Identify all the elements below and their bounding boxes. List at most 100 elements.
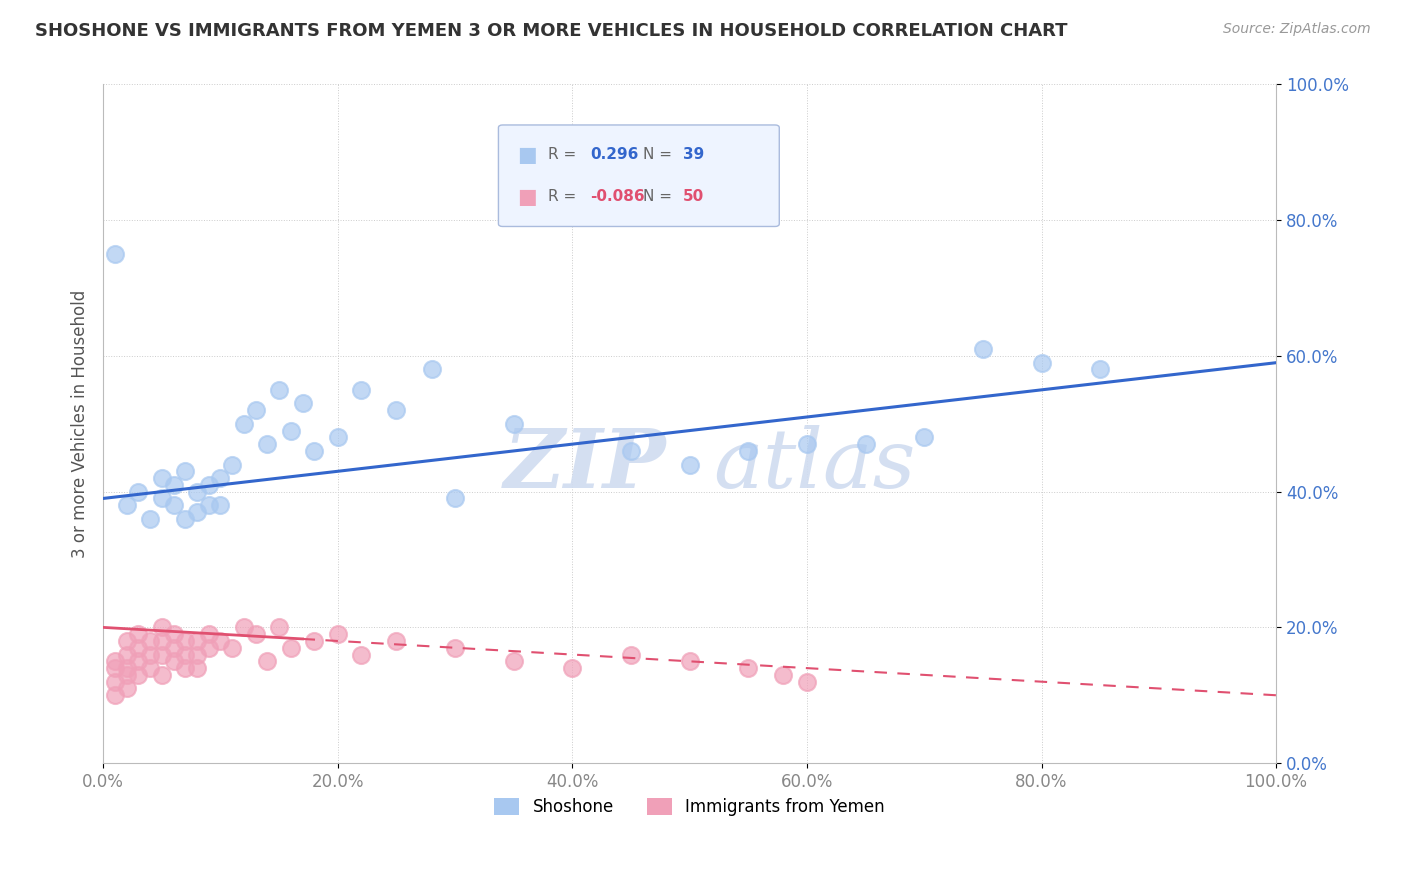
Point <box>186 648 208 662</box>
Point <box>139 512 162 526</box>
Text: R =: R = <box>548 147 576 162</box>
Point <box>304 634 326 648</box>
Point <box>444 491 467 506</box>
Point <box>678 458 700 472</box>
Point <box>209 471 232 485</box>
Point <box>127 484 149 499</box>
Point <box>104 688 127 702</box>
Point <box>245 403 267 417</box>
Point <box>267 383 290 397</box>
Text: N =: N = <box>644 147 672 162</box>
Point <box>150 668 173 682</box>
Point <box>150 648 173 662</box>
Point <box>232 620 254 634</box>
Text: atlas: atlas <box>713 425 915 505</box>
Point <box>127 627 149 641</box>
Point <box>127 640 149 655</box>
Point <box>620 648 643 662</box>
Point <box>186 661 208 675</box>
Point <box>221 458 243 472</box>
Point <box>186 484 208 499</box>
Point <box>115 681 138 696</box>
Point <box>197 640 219 655</box>
Point <box>197 478 219 492</box>
Point <box>174 634 197 648</box>
Point <box>232 417 254 431</box>
Point <box>139 634 162 648</box>
Point <box>162 478 184 492</box>
Point <box>150 634 173 648</box>
Point <box>104 247 127 261</box>
Point <box>139 661 162 675</box>
Point <box>502 417 524 431</box>
Point <box>280 424 302 438</box>
Point <box>174 648 197 662</box>
Legend: Shoshone, Immigrants from Yemen: Shoshone, Immigrants from Yemen <box>488 791 891 822</box>
Point <box>150 620 173 634</box>
Text: R =: R = <box>548 189 576 204</box>
Point <box>197 627 219 641</box>
Point <box>420 362 443 376</box>
Point <box>620 444 643 458</box>
Point <box>209 498 232 512</box>
Text: 39: 39 <box>683 147 704 162</box>
Text: N =: N = <box>644 189 672 204</box>
Point <box>104 674 127 689</box>
Point <box>385 403 408 417</box>
Point <box>855 437 877 451</box>
Point <box>197 498 219 512</box>
Point <box>678 654 700 668</box>
Point <box>162 640 184 655</box>
Text: ■: ■ <box>517 187 537 207</box>
Point <box>245 627 267 641</box>
Point <box>115 498 138 512</box>
Point <box>115 634 138 648</box>
Point <box>221 640 243 655</box>
Point <box>174 464 197 478</box>
Point <box>162 627 184 641</box>
Point <box>326 627 349 641</box>
Text: ■: ■ <box>517 145 537 164</box>
Point <box>561 661 583 675</box>
Point <box>267 620 290 634</box>
Point <box>186 634 208 648</box>
Point <box>502 654 524 668</box>
Point <box>385 634 408 648</box>
Point <box>186 505 208 519</box>
Point <box>127 654 149 668</box>
Point <box>1088 362 1111 376</box>
Point <box>162 654 184 668</box>
Point <box>115 668 138 682</box>
Point <box>150 491 173 506</box>
Point <box>139 648 162 662</box>
Point <box>256 437 278 451</box>
Text: Source: ZipAtlas.com: Source: ZipAtlas.com <box>1223 22 1371 37</box>
Point <box>162 498 184 512</box>
Point <box>104 654 127 668</box>
Point <box>912 430 935 444</box>
Point <box>291 396 314 410</box>
Point <box>209 634 232 648</box>
Point <box>256 654 278 668</box>
Point <box>280 640 302 655</box>
Text: ZIP: ZIP <box>503 425 666 505</box>
Point <box>350 648 373 662</box>
Point <box>737 661 759 675</box>
Point <box>115 661 138 675</box>
Point <box>350 383 373 397</box>
Point <box>115 648 138 662</box>
Text: -0.086: -0.086 <box>591 189 644 204</box>
Point <box>174 512 197 526</box>
Y-axis label: 3 or more Vehicles in Household: 3 or more Vehicles in Household <box>72 290 89 558</box>
Point <box>1031 356 1053 370</box>
Point <box>444 640 467 655</box>
Text: SHOSHONE VS IMMIGRANTS FROM YEMEN 3 OR MORE VEHICLES IN HOUSEHOLD CORRELATION CH: SHOSHONE VS IMMIGRANTS FROM YEMEN 3 OR M… <box>35 22 1067 40</box>
Text: 50: 50 <box>683 189 704 204</box>
Point <box>972 342 994 356</box>
Point <box>737 444 759 458</box>
Point <box>772 668 794 682</box>
Point <box>150 471 173 485</box>
Point <box>796 437 818 451</box>
Point <box>796 674 818 689</box>
Point <box>127 668 149 682</box>
